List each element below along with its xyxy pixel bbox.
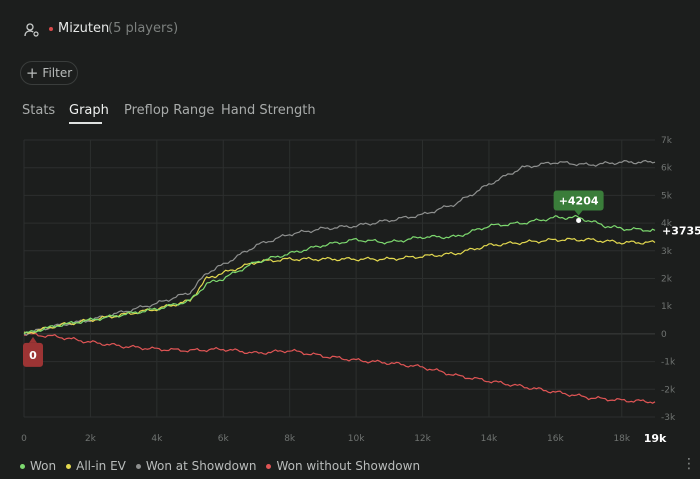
legend-dot bbox=[135, 463, 141, 469]
x-tick-label: 10k bbox=[348, 434, 365, 444]
y-tick-label: 1k bbox=[661, 302, 673, 312]
y-tick-label: 5k bbox=[661, 191, 673, 201]
x-tick-label: 18k bbox=[613, 434, 630, 444]
page-title: Mizuten bbox=[58, 21, 110, 36]
user-settings-icon[interactable] bbox=[24, 22, 40, 38]
line-won-at-showdown bbox=[23, 159, 656, 336]
legend-label: All-in EV bbox=[76, 459, 126, 473]
peak-label: +4204 bbox=[559, 194, 599, 207]
x-tick-label: 0 bbox=[21, 434, 27, 444]
more-vertical-icon[interactable]: ⋮ bbox=[682, 456, 696, 472]
tab-hand-strength[interactable]: Hand Strength bbox=[221, 103, 316, 118]
y-tick-label: 6k bbox=[661, 164, 673, 174]
y-tick-label: 4k bbox=[661, 219, 673, 229]
status-dot bbox=[49, 27, 53, 31]
filter-button[interactable]: + Filter bbox=[20, 61, 78, 85]
x-tick-label: 2k bbox=[85, 434, 97, 444]
line-all-in-ev bbox=[23, 237, 656, 334]
tab-bar: Stats Graph Preflop Range Hand Strength bbox=[0, 103, 700, 125]
end-value-label: +3735 bbox=[662, 224, 700, 237]
y-tick-label: -1k bbox=[661, 358, 676, 368]
x-tick-label: 16k bbox=[547, 434, 564, 444]
profit-graph[interactable]: 7k 6k 5k 4k 3k 2k 1k 0 -1k -2k -3k 0 2k 4k 6k 8k 10k 12k 1… bbox=[0, 130, 700, 445]
y-tick-label: -3k bbox=[661, 413, 676, 423]
tab-stats[interactable]: Stats bbox=[22, 103, 56, 118]
legend-item-won-at-showdown[interactable]: Won at Showdown bbox=[135, 459, 257, 473]
legend-dot bbox=[20, 463, 25, 469]
x-tick-label: 6k bbox=[218, 434, 230, 444]
x-tick-label: 8k bbox=[284, 434, 296, 444]
start-tag-pointer bbox=[29, 336, 37, 343]
y-tick-label: 0 bbox=[661, 330, 667, 340]
x-tick-label: 4k bbox=[151, 434, 163, 444]
y-tick-label: 2k bbox=[661, 275, 673, 285]
player-count: (5 players) bbox=[108, 21, 179, 36]
legend-label: Won at Showdown bbox=[145, 459, 257, 473]
chart-legend: Won All-in EV Won at Showdown Won withou… bbox=[20, 459, 420, 473]
legend-item-won[interactable]: Won bbox=[20, 459, 56, 473]
y-tick-label: -2k bbox=[661, 385, 676, 395]
x-end-label: 19k bbox=[644, 432, 667, 445]
plus-icon: + bbox=[25, 63, 39, 82]
x-tick-label: 12k bbox=[414, 434, 431, 444]
peak-marker bbox=[576, 217, 582, 223]
y-tick-label: 3k bbox=[661, 247, 673, 257]
start-label: 0 bbox=[29, 349, 37, 362]
active-tab-indicator bbox=[69, 122, 102, 124]
start-tag bbox=[23, 342, 43, 367]
tab-graph[interactable]: Graph bbox=[69, 103, 109, 118]
legend-item-won-without-showdown[interactable]: Won without Showdown bbox=[266, 459, 420, 473]
header: Mizuten (5 players) bbox=[0, 0, 700, 58]
y-tick-label: 7k bbox=[661, 136, 673, 146]
line-won bbox=[23, 214, 656, 335]
peak-tag bbox=[553, 190, 604, 211]
line-won-without-showdown bbox=[23, 332, 656, 404]
peak-tag-pointer bbox=[574, 210, 583, 216]
legend-dot bbox=[66, 463, 72, 469]
legend-item-all-in-ev[interactable]: All-in EV bbox=[66, 459, 126, 473]
legend-label: Won without Showdown bbox=[276, 459, 421, 473]
legend-dot bbox=[266, 463, 272, 469]
tab-preflop-range[interactable]: Preflop Range bbox=[124, 103, 215, 118]
legend-label: Won bbox=[30, 459, 57, 473]
x-tick-label: 14k bbox=[481, 434, 498, 444]
filter-label: Filter bbox=[42, 66, 73, 80]
